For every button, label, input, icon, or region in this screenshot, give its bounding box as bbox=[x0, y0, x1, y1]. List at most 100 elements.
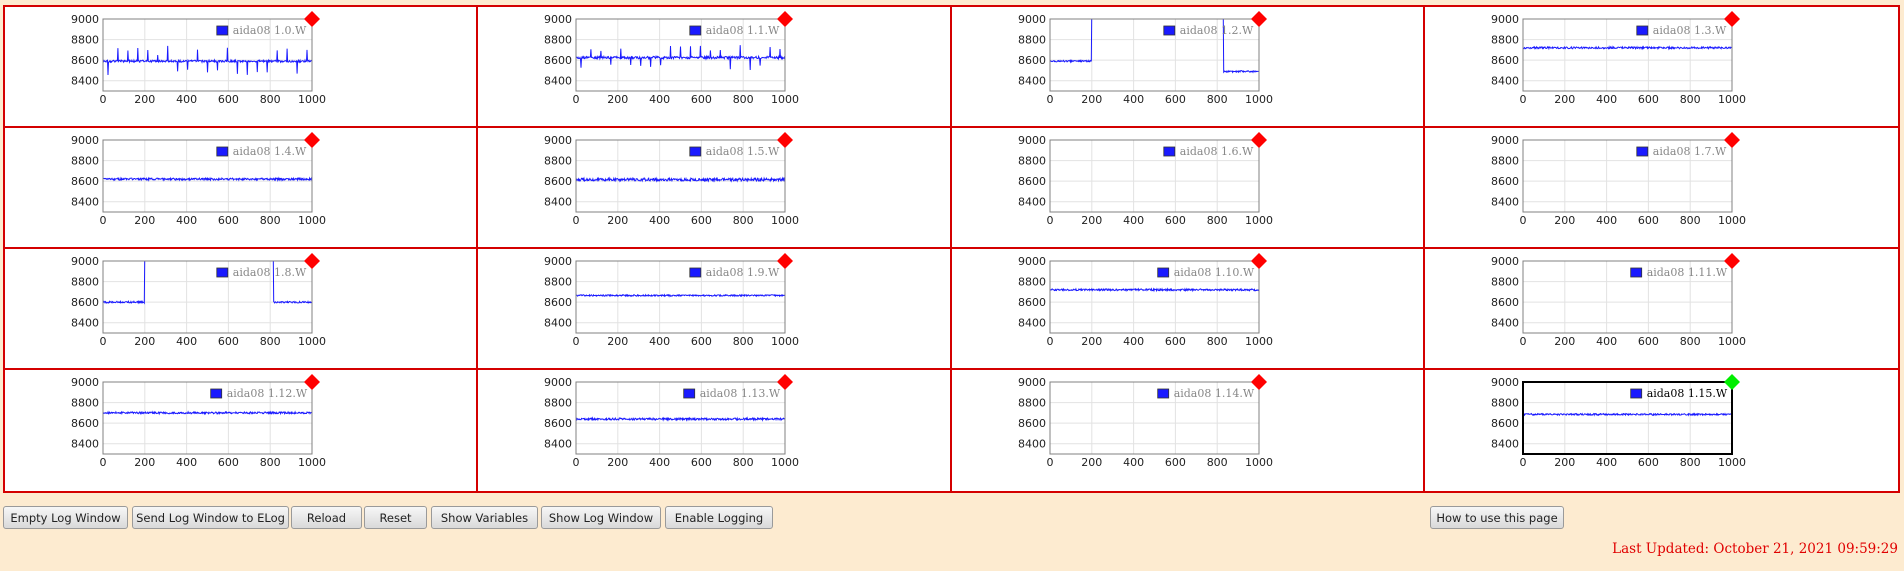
show-log-window-button[interactable]: Show Log Window bbox=[541, 506, 661, 529]
x-tick-label: 0 bbox=[1519, 456, 1526, 469]
x-tick-label: 0 bbox=[573, 214, 580, 227]
plot-cell[interactable]: 0 200 400 600 800 1000 9000 8800 8600 8400 aida08 … bbox=[5, 370, 479, 491]
x-tick-label: 400 bbox=[1596, 456, 1617, 469]
send-log-to-elog-button[interactable]: Send Log Window to ELog bbox=[132, 506, 289, 529]
plot-cell[interactable]: 0 200 400 600 800 1000 9000 8800 8600 8400 aida08 … bbox=[5, 249, 479, 370]
axes-frame bbox=[1522, 260, 1733, 334]
x-tick-label: 0 bbox=[100, 335, 107, 348]
y-tick-label: 9000 bbox=[1491, 255, 1519, 268]
axes-frame bbox=[1049, 18, 1259, 92]
axes-frame bbox=[102, 18, 313, 92]
status-indicator-icon bbox=[304, 374, 320, 390]
axes-frame bbox=[575, 139, 786, 213]
y-tick-label: 8400 bbox=[71, 317, 99, 330]
y-tick-label: 8600 bbox=[544, 417, 572, 430]
x-tick-label: 1000 bbox=[1718, 456, 1746, 469]
line-chart: 0 200 400 600 800 1000 9000 8800 8600 8400 aida08 … bbox=[544, 11, 799, 106]
x-tick-label: 200 bbox=[1081, 456, 1102, 469]
x-tick-label: 0 bbox=[1519, 335, 1526, 348]
plot-area bbox=[576, 140, 786, 212]
x-tick-label: 0 bbox=[1046, 214, 1053, 227]
legend-label: aida08 1.0.W bbox=[233, 24, 307, 37]
legend-swatch bbox=[1630, 388, 1642, 399]
x-tick-label: 0 bbox=[573, 456, 580, 469]
y-tick-label: 8400 bbox=[1018, 196, 1046, 209]
legend-label: aida08 1.5.W bbox=[706, 145, 780, 158]
line-chart: 0 200 400 600 800 1000 9000 8800 8600 8400 aida08 … bbox=[1491, 253, 1746, 348]
plot-cell[interactable]: 0 200 400 600 800 1000 9000 8800 8600 8400 aida08 … bbox=[478, 249, 952, 370]
x-tick-label: 800 bbox=[1206, 456, 1227, 469]
status-indicator-icon bbox=[1250, 11, 1267, 27]
toolbar: Empty Log Window Send Log Window to ELog… bbox=[3, 506, 1900, 530]
plot-area bbox=[1049, 19, 1259, 91]
reset-button[interactable]: Reset bbox=[364, 506, 427, 529]
y-tick-label: 8600 bbox=[1018, 296, 1046, 309]
line-chart: 0 200 400 600 800 1000 9000 8800 8600 8400 aida08 … bbox=[1018, 132, 1273, 227]
y-tick-label: 8400 bbox=[1491, 317, 1519, 330]
legend-swatch bbox=[216, 146, 229, 157]
line-chart: 0 200 400 600 800 1000 9000 8800 8600 8400 aida08 … bbox=[1491, 11, 1746, 106]
x-tick-label: 600 bbox=[691, 214, 712, 227]
plot-cell[interactable]: 0 200 400 600 800 1000 9000 8800 8600 8400 aida08 … bbox=[478, 128, 952, 249]
x-tick-label: 1000 bbox=[1245, 456, 1273, 469]
x-tick-label: 0 bbox=[573, 93, 580, 106]
status-indicator-icon bbox=[1250, 253, 1267, 269]
y-tick-label: 9000 bbox=[544, 255, 572, 268]
x-tick-label: 400 bbox=[1596, 93, 1617, 106]
x-tick-label: 1000 bbox=[298, 93, 326, 106]
plot-cell[interactable]: 0 200 400 600 800 1000 9000 8800 8600 8400 aida08 … bbox=[1424, 249, 1898, 370]
series-line bbox=[576, 45, 786, 71]
plot-cell[interactable]: 0 200 400 600 800 1000 9000 8800 8600 8400 aida08 … bbox=[951, 128, 1425, 249]
x-tick-label: 400 bbox=[1123, 335, 1144, 348]
y-tick-label: 8800 bbox=[71, 276, 99, 289]
y-tick-label: 8800 bbox=[1491, 155, 1519, 168]
y-tick-label: 8600 bbox=[544, 175, 572, 188]
line-chart: 0 200 400 600 800 1000 9000 8800 8600 8400 aida08 … bbox=[71, 132, 326, 227]
y-tick-label: 8600 bbox=[1491, 175, 1519, 188]
y-tick-label: 8400 bbox=[71, 196, 99, 209]
show-variables-button[interactable]: Show Variables bbox=[431, 506, 538, 529]
plot-cell[interactable]: 0 200 400 600 800 1000 9000 8800 8600 8400 aida08 … bbox=[1424, 7, 1898, 128]
x-tick-label: 1000 bbox=[771, 335, 799, 348]
plot-cell[interactable]: 0 200 400 600 800 1000 9000 8800 8600 8400 aida08 … bbox=[951, 249, 1425, 370]
plot-area bbox=[1049, 382, 1259, 454]
y-tick-label: 8800 bbox=[1018, 155, 1046, 168]
enable-logging-button[interactable]: Enable Logging bbox=[665, 506, 773, 529]
how-to-use-button[interactable]: How to use this page bbox=[1430, 506, 1564, 529]
x-tick-label: 1000 bbox=[298, 335, 326, 348]
reload-button[interactable]: Reload bbox=[291, 506, 362, 529]
plot-cell[interactable]: 0 200 400 600 800 1000 9000 8800 8600 8400 aida08 … bbox=[951, 7, 1425, 128]
plot-cell[interactable]: 0 200 400 600 800 1000 9000 8800 8600 8400 aida08 … bbox=[5, 128, 479, 249]
legend-swatch bbox=[1636, 25, 1648, 36]
axes-frame bbox=[1049, 139, 1259, 213]
plot-cell[interactable]: 0 200 400 600 800 1000 9000 8800 8600 8400 aida08 … bbox=[952, 370, 1425, 491]
plot-cell[interactable]: 0 200 400 600 800 1000 9000 8800 8600 8400 aida08 … bbox=[478, 7, 952, 128]
plot-cell[interactable]: 0 200 400 600 800 1000 9000 8800 8600 8400 aida08 … bbox=[478, 370, 952, 491]
status-indicator-icon bbox=[1723, 132, 1740, 148]
x-tick-label: 800 bbox=[1206, 335, 1227, 348]
plot-cell[interactable]: 0 200 400 600 800 1000 9000 8800 8600 8400 aida08 … bbox=[5, 7, 479, 128]
y-tick-label: 9000 bbox=[71, 376, 99, 389]
x-tick-label: 200 bbox=[608, 214, 629, 227]
plot-cell[interactable]: 0 200 400 600 800 1000 9000 8800 8600 8400 aida08 … bbox=[1424, 128, 1898, 249]
y-tick-label: 8600 bbox=[544, 54, 572, 67]
series-line bbox=[103, 261, 312, 305]
series-line bbox=[576, 293, 786, 298]
status-indicator-icon bbox=[304, 253, 320, 269]
plot-area bbox=[1522, 140, 1732, 212]
plot-area bbox=[1049, 140, 1259, 212]
y-tick-label: 9000 bbox=[544, 13, 572, 26]
x-tick-label: 400 bbox=[1596, 214, 1617, 227]
y-tick-label: 8600 bbox=[71, 54, 99, 67]
x-tick-label: 800 bbox=[260, 335, 281, 348]
y-tick-label: 9000 bbox=[1018, 376, 1046, 389]
x-tick-label: 0 bbox=[1046, 456, 1053, 469]
y-tick-label: 8400 bbox=[1018, 75, 1046, 88]
x-tick-label: 600 bbox=[1638, 456, 1659, 469]
x-tick-label: 400 bbox=[176, 335, 197, 348]
plot-cell[interactable]: 0 200 400 600 800 1000 9000 8800 8600 8400 aida08 … bbox=[1425, 370, 1898, 491]
empty-log-window-button[interactable]: Empty Log Window bbox=[3, 506, 128, 529]
plot-area bbox=[103, 140, 312, 212]
x-tick-label: 200 bbox=[1081, 93, 1102, 106]
status-indicator-icon bbox=[777, 374, 794, 390]
